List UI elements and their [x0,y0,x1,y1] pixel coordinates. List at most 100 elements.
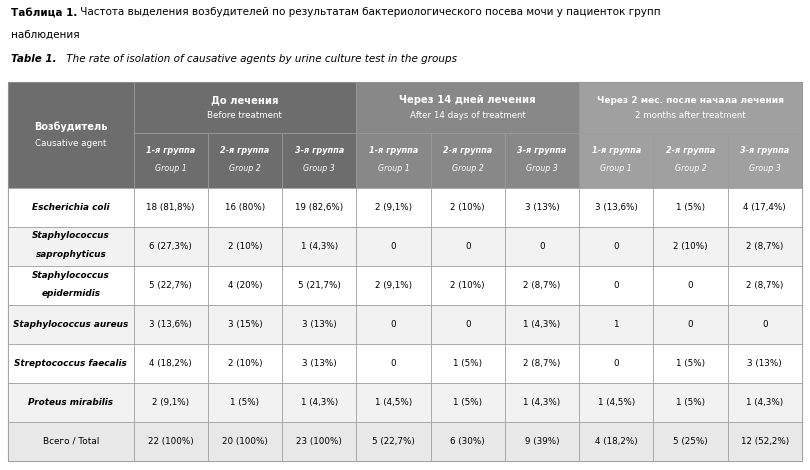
Bar [431,133,505,188]
Text: Group 3: Group 3 [749,164,781,173]
Bar [134,305,208,344]
Bar [356,266,431,305]
Bar [727,422,802,461]
Bar [208,344,282,383]
Text: 3 (13,6%): 3 (13,6%) [595,203,637,212]
Text: 0: 0 [688,320,693,329]
Bar [208,188,282,227]
Text: 19 (82,6%): 19 (82,6%) [295,203,343,212]
Bar [579,188,654,227]
Text: Group 2: Group 2 [675,164,706,173]
Text: 0: 0 [613,242,619,251]
Bar [727,188,802,227]
Bar [356,344,431,383]
Text: 1 (4,3%): 1 (4,3%) [746,398,783,407]
Bar [727,383,802,422]
Text: 0: 0 [390,359,396,368]
Text: 3 (13%): 3 (13%) [748,359,782,368]
Bar [356,422,431,461]
Text: The rate of isolation of causative agents by urine culture test in the groups: The rate of isolation of causative agent… [63,55,457,64]
Text: Group 2: Group 2 [229,164,261,173]
Bar [431,383,505,422]
Bar [282,227,356,266]
Text: 2 (10%): 2 (10%) [450,203,485,212]
Bar [579,383,654,422]
Bar [282,383,356,422]
Bar [356,82,579,133]
Text: 16 (80%): 16 (80%) [225,203,265,212]
Text: 22 (100%): 22 (100%) [147,437,194,446]
Text: Частота выделения возбудителей по результатам бактериологического посева мочи у : Частота выделения возбудителей по резуль… [77,7,661,17]
Text: 3 (13%): 3 (13%) [525,203,560,212]
Text: epidermidis: epidermidis [41,290,100,298]
Text: Streptococcus faecalis: Streptococcus faecalis [15,359,127,368]
Text: Через 14 дней лечения: Через 14 дней лечения [399,95,536,105]
Text: 2 (8,7%): 2 (8,7%) [523,281,561,290]
Text: Causative agent: Causative agent [35,139,106,148]
Text: Group 1: Group 1 [600,164,632,173]
Text: 2-я группа: 2-я группа [443,147,492,156]
Bar [8,82,134,188]
Text: 3-я группа: 3-я группа [740,147,790,156]
Text: 0: 0 [688,281,693,290]
Bar [431,305,505,344]
Bar [356,133,431,188]
Bar [431,188,505,227]
Bar [134,188,208,227]
Text: 1-я группа: 1-я группа [591,147,641,156]
Text: 2-я группа: 2-я группа [220,147,270,156]
Bar [505,133,579,188]
Text: Group 3: Group 3 [303,164,335,173]
Bar [505,266,579,305]
Bar [579,133,654,188]
Text: 4 (20%): 4 (20%) [228,281,262,290]
Bar [654,305,727,344]
Bar [8,266,134,305]
Text: 1 (5%): 1 (5%) [453,398,482,407]
Bar [8,2,802,82]
Bar [134,422,208,461]
Text: Group 1: Group 1 [377,164,409,173]
Bar [579,227,654,266]
Text: 0: 0 [539,242,545,251]
Text: Table 1.: Table 1. [11,55,56,64]
Bar [134,266,208,305]
Text: 3 (13,6%): 3 (13,6%) [149,320,192,329]
Text: 2 (8,7%): 2 (8,7%) [523,359,561,368]
Bar [431,344,505,383]
Text: 0: 0 [613,281,619,290]
Bar [356,305,431,344]
Text: Staphylococcus: Staphylococcus [32,232,109,241]
Text: 1 (4,5%): 1 (4,5%) [375,398,412,407]
Bar [431,266,505,305]
Bar [505,422,579,461]
Text: Before treatment: Before treatment [207,111,283,120]
Bar [208,227,282,266]
Bar [8,422,134,461]
Text: 1 (5%): 1 (5%) [453,359,482,368]
Text: 6 (30%): 6 (30%) [450,437,485,446]
Bar [356,227,431,266]
Text: 1: 1 [613,320,619,329]
Bar [727,344,802,383]
Text: 0: 0 [762,320,768,329]
Text: 2 (9,1%): 2 (9,1%) [375,203,412,212]
Text: 0: 0 [390,320,396,329]
Text: 1-я группа: 1-я группа [146,147,195,156]
Bar [654,266,727,305]
Text: 1 (4,3%): 1 (4,3%) [523,398,561,407]
Text: 3 (13%): 3 (13%) [302,320,337,329]
Text: 3-я группа: 3-я группа [518,147,567,156]
Bar [134,227,208,266]
Bar [505,344,579,383]
Bar [282,188,356,227]
Bar [282,344,356,383]
Bar [134,133,208,188]
Bar [654,188,727,227]
Bar [727,266,802,305]
Text: 3 (13%): 3 (13%) [302,359,337,368]
Bar [505,383,579,422]
Text: Возбудитель: Возбудитель [34,121,108,132]
Bar [208,133,282,188]
Bar [654,133,727,188]
